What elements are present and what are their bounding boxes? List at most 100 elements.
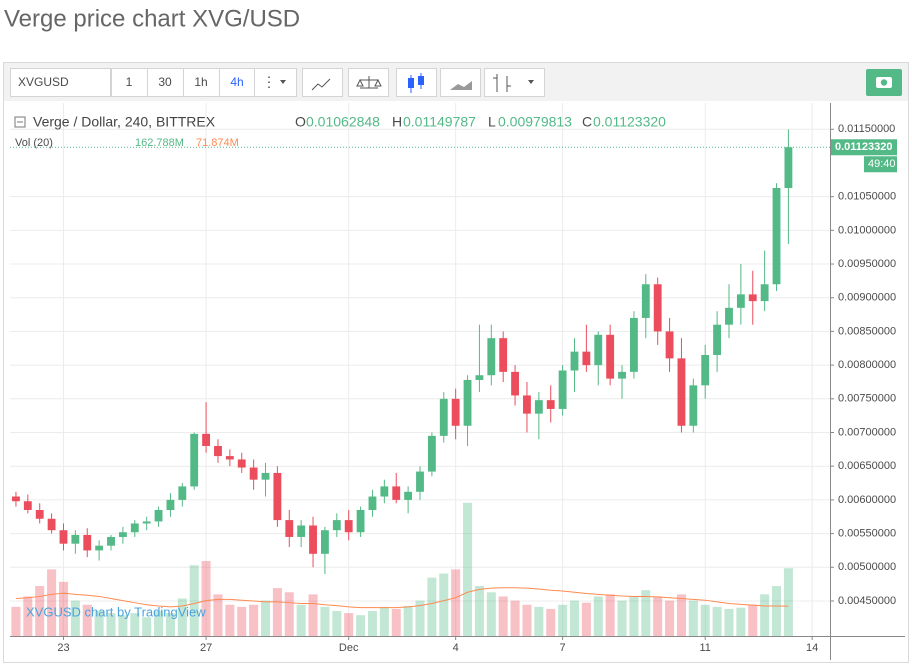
candle-body [404,491,413,500]
candle-body [570,351,579,371]
candle-body [344,520,353,533]
y-tick-label: 0.00450000 [838,595,896,607]
candle-body [665,331,674,359]
volume-bar [403,606,413,636]
volume-bar [641,590,651,636]
volume-bar [581,602,591,636]
candle-body [618,371,626,379]
candle-body [463,379,472,426]
candle-body [142,521,151,524]
volume-bar [356,615,366,636]
candle-body [629,317,638,372]
volume-bar [379,606,389,636]
volume-bar [58,581,68,636]
x-tick-label: 23 [57,642,69,654]
candle-body [297,525,306,537]
candle-body [713,324,722,356]
candle-body [225,456,234,460]
volume-bar [249,604,259,636]
volume-ma-value: 71.874M [196,137,239,149]
interval-label: 1h [194,75,207,89]
volume-bar [558,604,568,636]
countdown: 49:40 [868,158,896,170]
volume-bar [165,613,175,636]
candle-body [190,433,199,487]
candle-body [523,395,531,414]
chart-type-button[interactable] [254,68,297,97]
dropdown-icon [528,80,534,84]
volume-bar [474,586,484,636]
candle-body [736,294,745,308]
y-tick-label: 0.00550000 [838,527,896,539]
candle-body [249,467,258,480]
legend-low: 0.00979813 [498,114,572,130]
volume-bar [463,502,473,636]
indicators-button[interactable] [302,68,343,97]
volume-bar [296,604,306,636]
volume-bar [272,588,282,636]
volume-bar [498,596,508,636]
interval-label: 30 [158,75,172,89]
candle-body [214,445,222,457]
interval-button[interactable] [219,68,256,97]
bars-button[interactable] [484,68,545,97]
candle-body [653,284,662,332]
area-icon [450,81,472,90]
interval-button[interactable] [183,68,220,97]
candle-body [487,338,496,376]
candle-body [95,545,104,551]
compare-icon [356,76,382,89]
dropdown-icon [280,80,286,84]
volume-bar [665,600,675,636]
volume-bar [653,596,663,636]
candle-body [59,530,68,544]
plot-area [10,103,830,636]
candle-body [760,284,769,302]
dots-icon: ⋮ [262,74,276,90]
candles-button[interactable] [396,68,437,97]
candle-body [677,358,686,426]
candle-body [558,370,567,409]
candle-body [784,147,793,189]
candle-body [130,523,139,533]
candle-body [83,534,92,551]
candle-body [166,499,175,510]
symbol-box[interactable] [10,68,111,97]
legend-close: 0.01123320 [593,114,666,130]
x-tick-label: 14 [806,642,818,654]
candle-body [47,518,56,531]
symbol: XVGUSD [18,75,69,89]
volume-bar [748,604,758,636]
x-tick-label: 4 [453,642,459,654]
candle-body [118,532,127,537]
candle-body [701,355,710,386]
indicator-icon [311,78,331,91]
legend-key: C [582,114,592,130]
candle-body [439,398,448,436]
volume-bar [225,604,235,636]
volume-bar [783,568,793,636]
volume-bar [201,561,211,636]
volume-bar [320,606,330,636]
x-tick-label: Dec [339,642,359,654]
volume-bar [106,613,116,636]
volume-bar [35,586,45,636]
candle-body [35,509,44,519]
volume-bar [593,596,603,636]
volume-bar [260,600,271,636]
candle-body [748,294,757,302]
volume-bar [772,586,782,636]
candle-body [154,509,163,522]
interval-button[interactable] [147,68,184,97]
candle-icon-body [408,78,414,88]
volume-bar [451,569,461,636]
area-button[interactable] [440,68,481,97]
volume-bar [415,600,425,636]
interval-button[interactable] [111,68,148,97]
volume-bar [344,613,354,636]
volume-bar [130,613,140,636]
candle-body [451,398,460,426]
candle-body [641,284,650,318]
volume-bar [237,606,247,636]
